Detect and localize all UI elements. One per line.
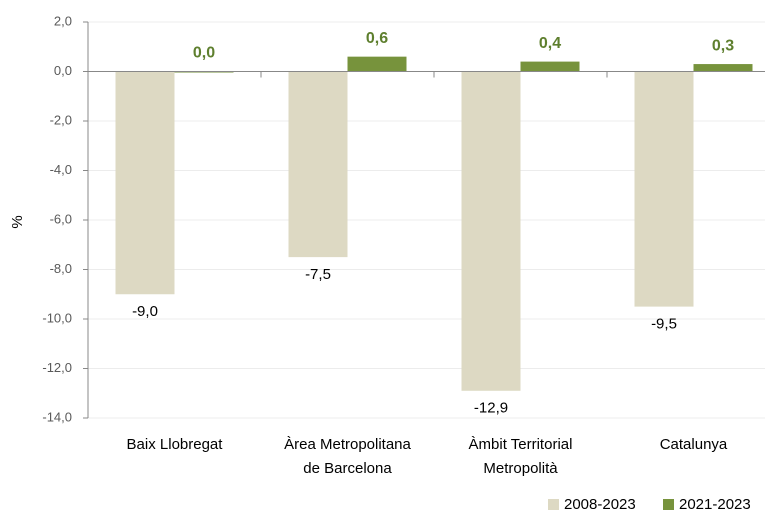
y-tick-label: -6,0 <box>50 211 72 226</box>
y-tick-label: -8,0 <box>50 261 72 276</box>
x-tick-label: Catalunya <box>660 436 728 453</box>
data-label: -12,9 <box>474 400 508 417</box>
y-tick-label: 0,0 <box>54 63 72 78</box>
legend-label: 2021-2023 <box>679 496 751 513</box>
data-label: -9,0 <box>132 303 158 320</box>
legend-swatch <box>663 499 674 510</box>
bar <box>520 61 580 72</box>
bar <box>693 64 753 72</box>
bar <box>115 71 175 295</box>
y-tick-label: 2,0 <box>54 13 72 28</box>
data-label: -9,5 <box>651 316 677 333</box>
data-label: -7,5 <box>305 266 331 283</box>
legend-label: 2008-2023 <box>564 496 636 513</box>
x-tick-label: Metropolità <box>483 460 558 477</box>
data-label: 0,3 <box>712 37 734 54</box>
y-axis-title: % <box>9 215 26 228</box>
legend-swatch <box>548 499 559 510</box>
bar <box>461 71 521 391</box>
bar <box>347 56 407 72</box>
data-label: 0,0 <box>193 45 215 62</box>
x-tick-label: Àrea Metropolitana <box>284 436 411 453</box>
x-tick-label: Baix Llobregat <box>127 436 224 453</box>
y-tick-label: -12,0 <box>42 360 72 375</box>
bar <box>634 71 694 307</box>
bar <box>288 71 348 258</box>
data-label: 0,6 <box>366 30 388 47</box>
y-tick-label: -10,0 <box>42 310 72 325</box>
y-tick-label: -4,0 <box>50 162 72 177</box>
y-tick-label: -2,0 <box>50 112 72 127</box>
data-label: 0,4 <box>539 35 561 52</box>
y-tick-label: -14,0 <box>42 409 72 424</box>
x-tick-label: de Barcelona <box>303 460 392 477</box>
x-tick-label: Àmbit Territorial <box>469 436 573 453</box>
